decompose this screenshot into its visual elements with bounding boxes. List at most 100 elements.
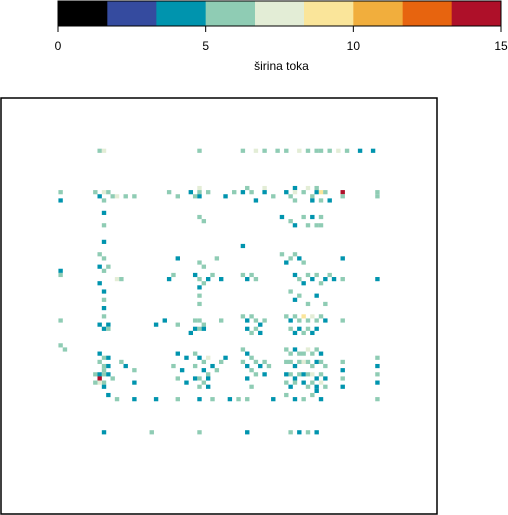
heatmap-cell xyxy=(375,363,380,369)
heatmap-cell xyxy=(318,198,324,203)
heatmap-cell xyxy=(310,314,315,319)
heatmap-cell xyxy=(305,318,311,323)
heatmap-cell xyxy=(271,397,276,402)
heatmap-cell xyxy=(249,355,254,360)
heatmap-cell xyxy=(305,372,311,377)
heatmap-cell xyxy=(314,223,319,228)
heatmap-cell xyxy=(175,397,180,402)
heatmap-cell xyxy=(240,190,246,195)
plot-area xyxy=(0,97,438,515)
heatmap-cell xyxy=(132,194,137,199)
heatmap-cell xyxy=(236,397,241,402)
heatmap-cell xyxy=(205,190,211,195)
heatmap-cell xyxy=(253,326,259,331)
heatmap-cell xyxy=(201,322,207,327)
heatmap-cell xyxy=(210,272,215,278)
heatmap-cell xyxy=(340,376,345,381)
heatmap-cell xyxy=(288,194,293,199)
heatmap-cell xyxy=(245,430,250,435)
heatmap-cell xyxy=(197,190,202,195)
heatmap-cell xyxy=(171,272,176,278)
heatmap-cell xyxy=(323,277,328,282)
heatmap-cell xyxy=(336,148,341,153)
heatmap-cell xyxy=(288,289,293,294)
heatmap-cell xyxy=(314,272,319,278)
colorbar-bin xyxy=(107,1,157,26)
heatmap-cell xyxy=(123,194,128,199)
heatmap-cell xyxy=(106,355,111,360)
heatmap-cell xyxy=(375,380,380,385)
heatmap-cell xyxy=(305,347,311,352)
heatmap-cell xyxy=(175,351,180,356)
heatmap-cell xyxy=(249,190,254,195)
heatmap-cell xyxy=(288,326,293,331)
heatmap-cell xyxy=(262,318,267,323)
heatmap-cell xyxy=(297,318,302,323)
heatmap-cell xyxy=(93,190,98,195)
heatmap-cell xyxy=(245,277,250,282)
heatmap-cell xyxy=(97,252,102,257)
colorbar: 0 5 10 15 širina toka xyxy=(55,0,508,73)
heatmap-cell xyxy=(292,314,298,319)
heatmap-cell xyxy=(310,277,315,282)
heatmap-cell xyxy=(192,194,198,199)
heatmap-cell xyxy=(249,330,254,336)
heatmap-cell xyxy=(340,256,345,261)
heatmap-cell xyxy=(119,359,124,365)
heatmap-cell xyxy=(101,326,107,331)
heatmap-cell xyxy=(292,347,298,352)
heatmap-cell xyxy=(58,272,63,278)
heatmap-cell xyxy=(305,359,311,365)
heatmap-cell xyxy=(101,380,107,385)
heatmap-cell xyxy=(279,214,285,220)
heatmap-cell xyxy=(184,355,189,360)
heatmap-cell xyxy=(240,347,246,352)
heatmap-cell xyxy=(297,351,302,356)
heatmap-cell xyxy=(357,148,363,153)
heatmap-cell xyxy=(101,210,107,215)
heatmap-cell xyxy=(114,277,120,282)
colorbar-ticks: 0 5 10 15 xyxy=(55,26,508,53)
heatmap-cell xyxy=(318,359,324,365)
heatmap-cell xyxy=(301,260,306,265)
heatmap-cell xyxy=(310,392,315,398)
heatmap-cell xyxy=(288,219,293,224)
heatmap-cell xyxy=(197,301,202,307)
colorbar-tick-label: 10 xyxy=(347,39,361,53)
heatmap-cell xyxy=(201,368,207,373)
heatmap-cell xyxy=(284,380,289,385)
heatmap-cell xyxy=(292,252,298,257)
heatmap-cell xyxy=(253,148,259,153)
heatmap-cell xyxy=(101,306,107,311)
heatmap-cell xyxy=(318,214,324,220)
heatmap-cell xyxy=(314,376,319,381)
heatmap-cell xyxy=(58,343,63,348)
colorbar-bin xyxy=(451,1,502,26)
heatmap-cell xyxy=(101,384,107,389)
heatmap-cell xyxy=(97,351,102,356)
heatmap-cell xyxy=(314,190,319,195)
heatmap-cell xyxy=(310,351,315,356)
heatmap-cell xyxy=(288,372,293,377)
heatmap-cell xyxy=(249,384,254,389)
heatmap-cell xyxy=(175,194,180,199)
heatmap-cell xyxy=(240,359,246,365)
heatmap-cell xyxy=(297,256,302,261)
heatmap-cell xyxy=(205,355,211,360)
heatmap-cell xyxy=(284,190,289,195)
colorbar-bin xyxy=(205,1,256,26)
heatmap-cell xyxy=(101,368,107,373)
heatmap-cell xyxy=(288,318,293,323)
heatmap-cell xyxy=(192,272,198,278)
heatmap-cell xyxy=(101,198,107,203)
heatmap-cell xyxy=(106,190,111,195)
heatmap-cell xyxy=(323,190,328,195)
heatmap-cell xyxy=(197,148,202,153)
heatmap-cell xyxy=(106,264,111,269)
heatmap-cell xyxy=(314,148,319,153)
heatmap-cell xyxy=(197,326,202,331)
heatmap-cell xyxy=(162,318,167,323)
heatmap-cell xyxy=(249,272,254,278)
heatmap-cell xyxy=(305,301,311,307)
heatmap-cell xyxy=(314,359,319,365)
